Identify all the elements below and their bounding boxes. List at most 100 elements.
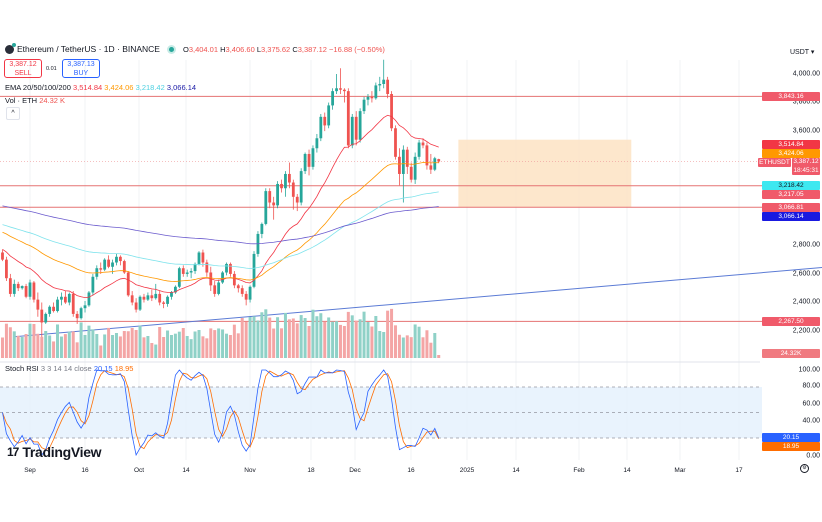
volume-bar	[283, 312, 287, 358]
volume-bar	[16, 335, 20, 358]
time-tick: Nov	[244, 467, 256, 474]
stoch-rsi-legend[interactable]: Stoch RSI 3 3 14 14 close 20.15 18.95	[5, 364, 134, 373]
volume-bar	[8, 327, 12, 358]
target-zone	[458, 139, 632, 208]
candle-body	[217, 282, 221, 294]
volume-bar	[374, 316, 378, 358]
buy-button[interactable]: 3,387.13 BUY	[62, 59, 100, 78]
rsi-tick: 0.00	[806, 452, 820, 460]
candle-body	[394, 128, 397, 157]
volume-bar	[303, 318, 307, 358]
currency-selector[interactable]: USDT ▾	[790, 49, 815, 56]
volume-bar	[272, 328, 276, 358]
volume-bar	[417, 326, 421, 358]
price-tick: 2,200.00	[792, 327, 820, 335]
candle-body	[354, 116, 358, 140]
volume-bar	[36, 333, 40, 358]
candle-body	[107, 259, 110, 267]
volume-bar	[354, 320, 358, 358]
volume-bar	[393, 325, 397, 358]
volume-bar	[221, 329, 225, 358]
volume-bar	[201, 336, 205, 358]
time-tick: Feb	[573, 467, 585, 474]
volume-bar	[252, 316, 256, 358]
volume-bar	[71, 331, 75, 358]
settings-icon[interactable]: ⚙	[800, 464, 809, 473]
tradingview-logo-icon: 17	[7, 445, 19, 459]
volume-bar	[91, 329, 95, 358]
symbol-title[interactable]: Ethereum / TetherUS · 1D · BINANCE	[17, 44, 160, 54]
candle-body	[248, 286, 252, 300]
candle-body	[350, 116, 354, 146]
time-tick: Sep	[24, 467, 36, 474]
ohlc-values: O3,404.01 H3,406.60 L3,375.62 C3,387.12 …	[182, 44, 385, 54]
volume-legend[interactable]: Vol · ETH 24.32 K	[5, 96, 66, 105]
volume-bar	[67, 331, 71, 358]
volume-bar	[413, 324, 417, 358]
volume-bar	[189, 339, 193, 358]
countdown: 18:45:31	[793, 166, 819, 174]
time-tick: 18	[307, 467, 315, 474]
resistance-tag: 3,843.16	[762, 92, 820, 101]
candle-body	[67, 293, 71, 303]
rsi-d-line	[2, 370, 440, 450]
candle-body	[205, 262, 209, 273]
candle-body	[252, 253, 256, 287]
rsi-tick: 60.00	[802, 400, 820, 408]
candle-body	[16, 283, 20, 289]
candle-body	[134, 302, 138, 310]
volume-bar	[311, 309, 315, 358]
volume-bar	[409, 337, 413, 358]
candle-body	[425, 145, 429, 166]
volume-bar	[134, 330, 138, 358]
price-change: −16.88 (−0.50%)	[329, 44, 385, 54]
volume-bar	[185, 336, 189, 358]
volume-bar	[331, 321, 335, 358]
volume-bar	[323, 321, 327, 358]
candle-body	[56, 299, 59, 312]
candle-body	[154, 293, 158, 299]
volume-bar	[181, 328, 185, 358]
volume-bar	[287, 319, 291, 358]
candle-body	[166, 296, 169, 304]
time-tick: 14	[512, 467, 520, 474]
candle-body	[437, 159, 441, 162]
candle-body	[433, 158, 437, 170]
volume-bar	[225, 333, 228, 358]
candle-body	[174, 286, 177, 293]
candle-body	[421, 142, 425, 146]
support3-tag: 2,267.50	[762, 317, 820, 326]
candle-body	[115, 256, 118, 263]
ema-legend[interactable]: EMA 20/50/100/200 3,514.84 3,424.06 3,21…	[5, 83, 197, 92]
candle-body	[83, 305, 87, 309]
symbol-tag: ETHUSDT	[758, 158, 791, 167]
volume-bar	[87, 325, 91, 358]
candle-body	[185, 272, 189, 274]
volume-bar	[32, 324, 36, 358]
candle-body	[280, 183, 283, 189]
volume-bar	[382, 332, 386, 358]
volume-bar	[83, 335, 87, 358]
candle-body	[197, 252, 201, 264]
volume-bar	[244, 322, 248, 358]
candle-body	[12, 283, 16, 294]
volume-bar	[111, 335, 115, 358]
price-tick: 3,600.00	[792, 127, 820, 135]
last-price-tag: 3,387.12 18:45:31	[792, 158, 820, 175]
time-tick: 14	[182, 467, 190, 474]
volume-bar	[295, 323, 299, 358]
candle-body	[429, 165, 433, 170]
sell-button[interactable]: 3,387.12 SELL	[4, 59, 42, 78]
volume-bar	[209, 328, 213, 358]
candle-body	[284, 173, 287, 189]
candle-body	[126, 272, 130, 296]
candle-body	[142, 296, 146, 300]
candle-body	[162, 302, 166, 304]
volume-bar	[358, 319, 362, 358]
chevron-up-icon[interactable]: ^	[6, 107, 20, 120]
candle-body	[111, 262, 114, 267]
candle-body	[130, 295, 134, 303]
candle-body	[307, 153, 311, 167]
volume-bar	[4, 323, 8, 358]
